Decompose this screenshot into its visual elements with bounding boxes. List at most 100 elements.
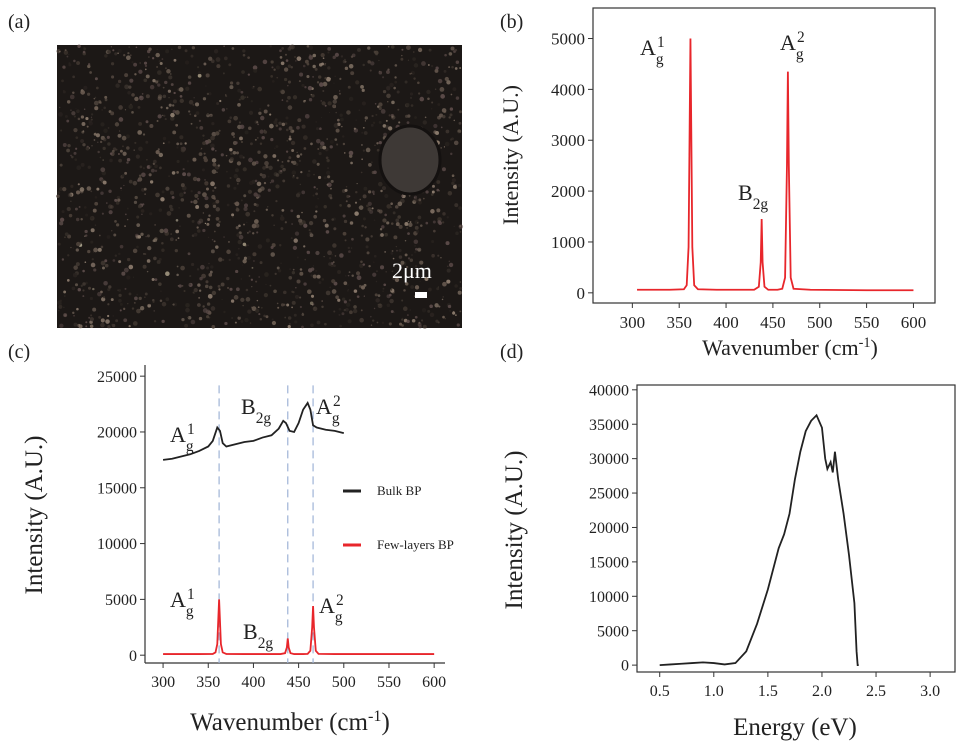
texture-dot <box>201 168 205 172</box>
texture-dot <box>304 86 307 89</box>
texture-dot <box>238 248 240 250</box>
texture-dot <box>275 173 280 177</box>
texture-dot <box>316 81 320 84</box>
texture-dot <box>378 70 383 75</box>
texture-dot <box>196 177 201 182</box>
texture-dot <box>69 94 75 100</box>
texture-dot <box>330 179 334 183</box>
texture-dot <box>342 142 346 146</box>
texture-dot <box>422 197 425 200</box>
texture-dot <box>320 116 323 119</box>
texture-dot <box>119 149 123 153</box>
texture-dot <box>319 145 324 150</box>
texture-dot <box>89 296 93 301</box>
texture-dot <box>261 136 265 140</box>
texture-dot <box>320 141 325 146</box>
texture-dot <box>414 247 418 251</box>
texture-dot <box>58 309 60 312</box>
texture-dot <box>121 174 125 177</box>
x-tick-label: 550 <box>377 674 401 691</box>
texture-dot <box>278 121 282 126</box>
texture-dot <box>108 189 112 193</box>
texture-dot <box>99 156 102 159</box>
texture-dot <box>455 96 460 100</box>
texture-dot <box>92 307 97 312</box>
texture-dot <box>309 54 311 56</box>
texture-dot <box>85 213 89 217</box>
texture-dot <box>118 293 122 298</box>
texture-dot <box>131 307 135 310</box>
texture-dot <box>208 262 210 265</box>
texture-dot <box>126 161 129 164</box>
texture-dot <box>72 247 75 249</box>
texture-dot <box>75 136 79 139</box>
texture-dot <box>205 73 210 78</box>
texture-dot <box>149 124 154 129</box>
texture-dot <box>176 265 179 268</box>
texture-dot <box>178 87 184 92</box>
texture-dot <box>134 296 138 301</box>
x-tick-label: 300 <box>151 674 175 691</box>
texture-dot <box>321 305 324 309</box>
texture-dot <box>361 144 363 146</box>
texture-dot <box>242 53 246 57</box>
texture-dot <box>59 323 64 328</box>
texture-dot <box>455 231 459 236</box>
texture-dot <box>138 296 142 301</box>
texture-dot <box>340 55 344 58</box>
texture-dot <box>248 157 253 163</box>
texture-dot <box>188 110 191 113</box>
texture-dot <box>237 316 241 320</box>
texture-dot <box>275 199 278 203</box>
texture-dot <box>275 145 279 148</box>
texture-dot <box>369 69 372 72</box>
texture-dot <box>177 45 182 50</box>
texture-dot <box>449 107 454 111</box>
texture-dot <box>370 235 373 238</box>
texture-dot <box>100 260 106 266</box>
texture-dot <box>270 60 274 64</box>
texture-dot <box>269 45 272 48</box>
texture-dot <box>253 202 257 206</box>
texture-dot <box>66 100 71 104</box>
texture-dot <box>353 127 356 130</box>
texture-dot <box>116 223 120 227</box>
texture-dot <box>258 107 262 111</box>
texture-dot <box>117 198 121 202</box>
texture-dot <box>186 213 191 218</box>
texture-dot <box>303 245 306 248</box>
texture-dot <box>364 120 367 122</box>
texture-dot <box>77 287 81 292</box>
texture-dot <box>64 49 67 52</box>
texture-dot <box>287 105 293 110</box>
texture-dot <box>326 158 330 163</box>
texture-dot <box>187 316 189 319</box>
texture-dot <box>70 154 72 157</box>
texture-dot <box>324 223 329 228</box>
texture-dot <box>102 180 107 185</box>
texture-dot <box>155 150 160 155</box>
texture-dot <box>204 203 210 209</box>
texture-dot <box>451 178 456 183</box>
texture-dot <box>386 47 388 50</box>
texture-dot <box>226 108 228 110</box>
texture-dot <box>228 258 231 262</box>
texture-dot <box>407 59 410 61</box>
texture-dot <box>296 154 300 158</box>
annotation: Ag1 <box>640 34 665 68</box>
texture-dot <box>289 147 291 150</box>
texture-dot <box>383 283 387 287</box>
texture-dot <box>119 302 123 306</box>
texture-dot <box>458 110 462 114</box>
texture-dot <box>348 271 351 273</box>
texture-dot <box>313 186 316 189</box>
texture-dot <box>316 188 318 190</box>
texture-dot <box>449 138 453 141</box>
texture-dot <box>240 320 244 323</box>
texture-dot <box>441 298 444 301</box>
texture-dot <box>390 288 393 291</box>
texture-dot <box>345 186 348 188</box>
texture-dot <box>278 127 282 131</box>
texture-dot <box>252 252 257 257</box>
texture-dot <box>341 125 343 128</box>
